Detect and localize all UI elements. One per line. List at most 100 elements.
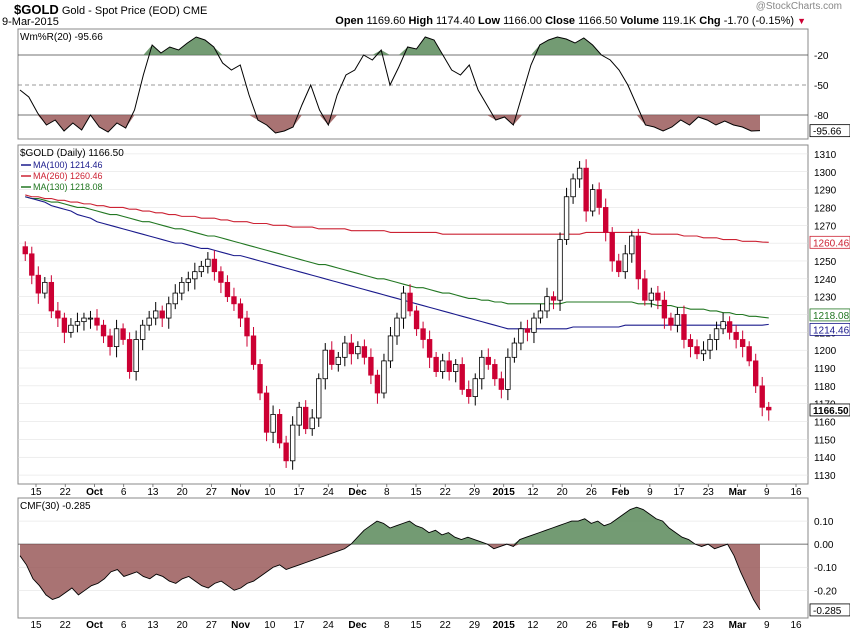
x-tick-label: 9 — [647, 487, 653, 498]
candle-body — [726, 321, 733, 333]
ohlc-readout: Open 1169.60 High 1174.40 Low 1166.00 Cl… — [335, 15, 806, 27]
price-tick-label: 1140 — [814, 453, 836, 464]
x-tick-label-bottom: 22 — [440, 620, 452, 631]
high-label: High — [408, 15, 433, 27]
price-tick-label: 1280 — [814, 203, 837, 214]
chart-symbol-title: $GOLD Gold - Spot Price (EOD) CME — [14, 2, 207, 17]
x-tick-label-bottom: 8 — [384, 620, 390, 631]
volume-label: Volume — [620, 15, 660, 27]
x-tick-label-bottom: 2015 — [493, 620, 516, 631]
candle-body — [126, 339, 133, 372]
x-tick-label-bottom: 12 — [527, 620, 539, 631]
ma100-tag: 1214.46 — [813, 325, 850, 336]
candle-body — [655, 292, 661, 301]
low-value: 1166.00 — [503, 15, 543, 27]
candle-body — [29, 253, 35, 276]
price-tick-label: 1150 — [814, 435, 836, 446]
candle-body — [42, 281, 48, 294]
chart-date: 9-Mar-2015 — [2, 16, 59, 28]
price-tick-label: 1310 — [814, 150, 837, 161]
candle-body — [250, 335, 257, 365]
candle-body — [681, 314, 687, 340]
candle-body — [394, 317, 400, 337]
candle-body — [166, 303, 172, 319]
candle-body — [198, 265, 205, 273]
candle-body — [629, 235, 635, 255]
candle-body — [374, 374, 381, 394]
exchange: CME — [182, 5, 208, 17]
candle-body — [309, 417, 315, 430]
down-arrow-icon: ▼ — [797, 16, 806, 26]
candle-body — [459, 364, 465, 390]
x-tick-label: 2015 — [493, 487, 516, 498]
price-tick-label: 1250 — [814, 257, 837, 268]
x-tick-label: Mar — [729, 487, 747, 498]
candle-body — [557, 239, 563, 301]
ma130-tag-box — [809, 308, 850, 322]
candle-body — [146, 317, 152, 326]
candle-body — [283, 442, 289, 462]
symbol: $GOLD — [14, 2, 59, 17]
candle-body — [505, 356, 511, 390]
x-tick-label: 6 — [121, 487, 127, 498]
ma260-tag-box — [809, 235, 850, 249]
candle-body — [524, 328, 531, 333]
candle-body — [603, 207, 609, 233]
candle-body — [707, 339, 713, 351]
x-tick-label-bottom: 9 — [647, 620, 653, 631]
wmr-overbought-fill — [20, 37, 760, 55]
x-tick-label: 17 — [674, 487, 686, 498]
last-price-tag-box — [809, 403, 850, 417]
x-tick-label: 16 — [790, 487, 802, 498]
x-tick-label-bottom: 29 — [469, 620, 481, 631]
x-tick-label-bottom: 24 — [323, 620, 335, 631]
wmr-line — [19, 36, 761, 134]
candle-body — [518, 328, 524, 344]
x-tick-label-bottom: Oct — [86, 620, 103, 631]
price-tick-label: 1290 — [814, 186, 837, 197]
x-tick-label: 29 — [469, 487, 481, 498]
x-tick-label: 9 — [764, 487, 770, 498]
chg-value: -1.70 (-0.15%) — [723, 15, 795, 27]
candle-body — [289, 424, 296, 462]
x-tick-label-bottom: 15 — [410, 620, 422, 631]
wmr-tick-label: -50 — [814, 81, 829, 92]
candle-body — [700, 349, 707, 355]
ma100-tag-box — [809, 322, 850, 336]
candle-body — [479, 356, 485, 380]
panel-frame-3 — [17, 497, 809, 619]
x-tick-label-bottom: 13 — [147, 620, 159, 631]
x-tick-label: 24 — [323, 487, 335, 498]
low-label: Low — [478, 15, 501, 27]
candle-body — [303, 406, 309, 430]
candle-body — [642, 278, 648, 301]
x-tick-label-bottom: 23 — [703, 620, 715, 631]
candle-body — [263, 392, 270, 433]
candle-body — [94, 317, 100, 326]
candle-body — [368, 356, 374, 376]
candle-body — [531, 317, 537, 333]
x-tick-label-bottom: 6 — [121, 620, 127, 631]
x-tick-label-bottom: Mar — [729, 620, 747, 631]
price-tick-label: 1200 — [814, 346, 837, 357]
candle-body — [133, 339, 139, 372]
candle-body — [81, 317, 87, 323]
x-tick-label-bottom: 10 — [264, 620, 276, 631]
candle-body — [570, 178, 576, 198]
candle-body — [759, 385, 765, 408]
candle-body — [87, 317, 94, 320]
cmf-last-tag-box — [809, 603, 850, 617]
legend-entry: MA(100) 1214.46 — [33, 160, 103, 170]
x-tick-label: 20 — [177, 487, 189, 498]
cmf-tick-label: -0.20 — [814, 586, 837, 597]
ma260-tag: 1260.46 — [813, 238, 850, 249]
candle-body — [192, 271, 198, 280]
candle-body — [674, 314, 681, 326]
candle-body — [224, 281, 231, 298]
candle-body — [433, 356, 439, 372]
candle-body — [316, 378, 322, 419]
wmr-oversold-fill — [20, 115, 760, 133]
candle-body — [276, 414, 283, 444]
high-value: 1174.40 — [436, 15, 475, 27]
x-tick-label: 23 — [703, 487, 715, 498]
